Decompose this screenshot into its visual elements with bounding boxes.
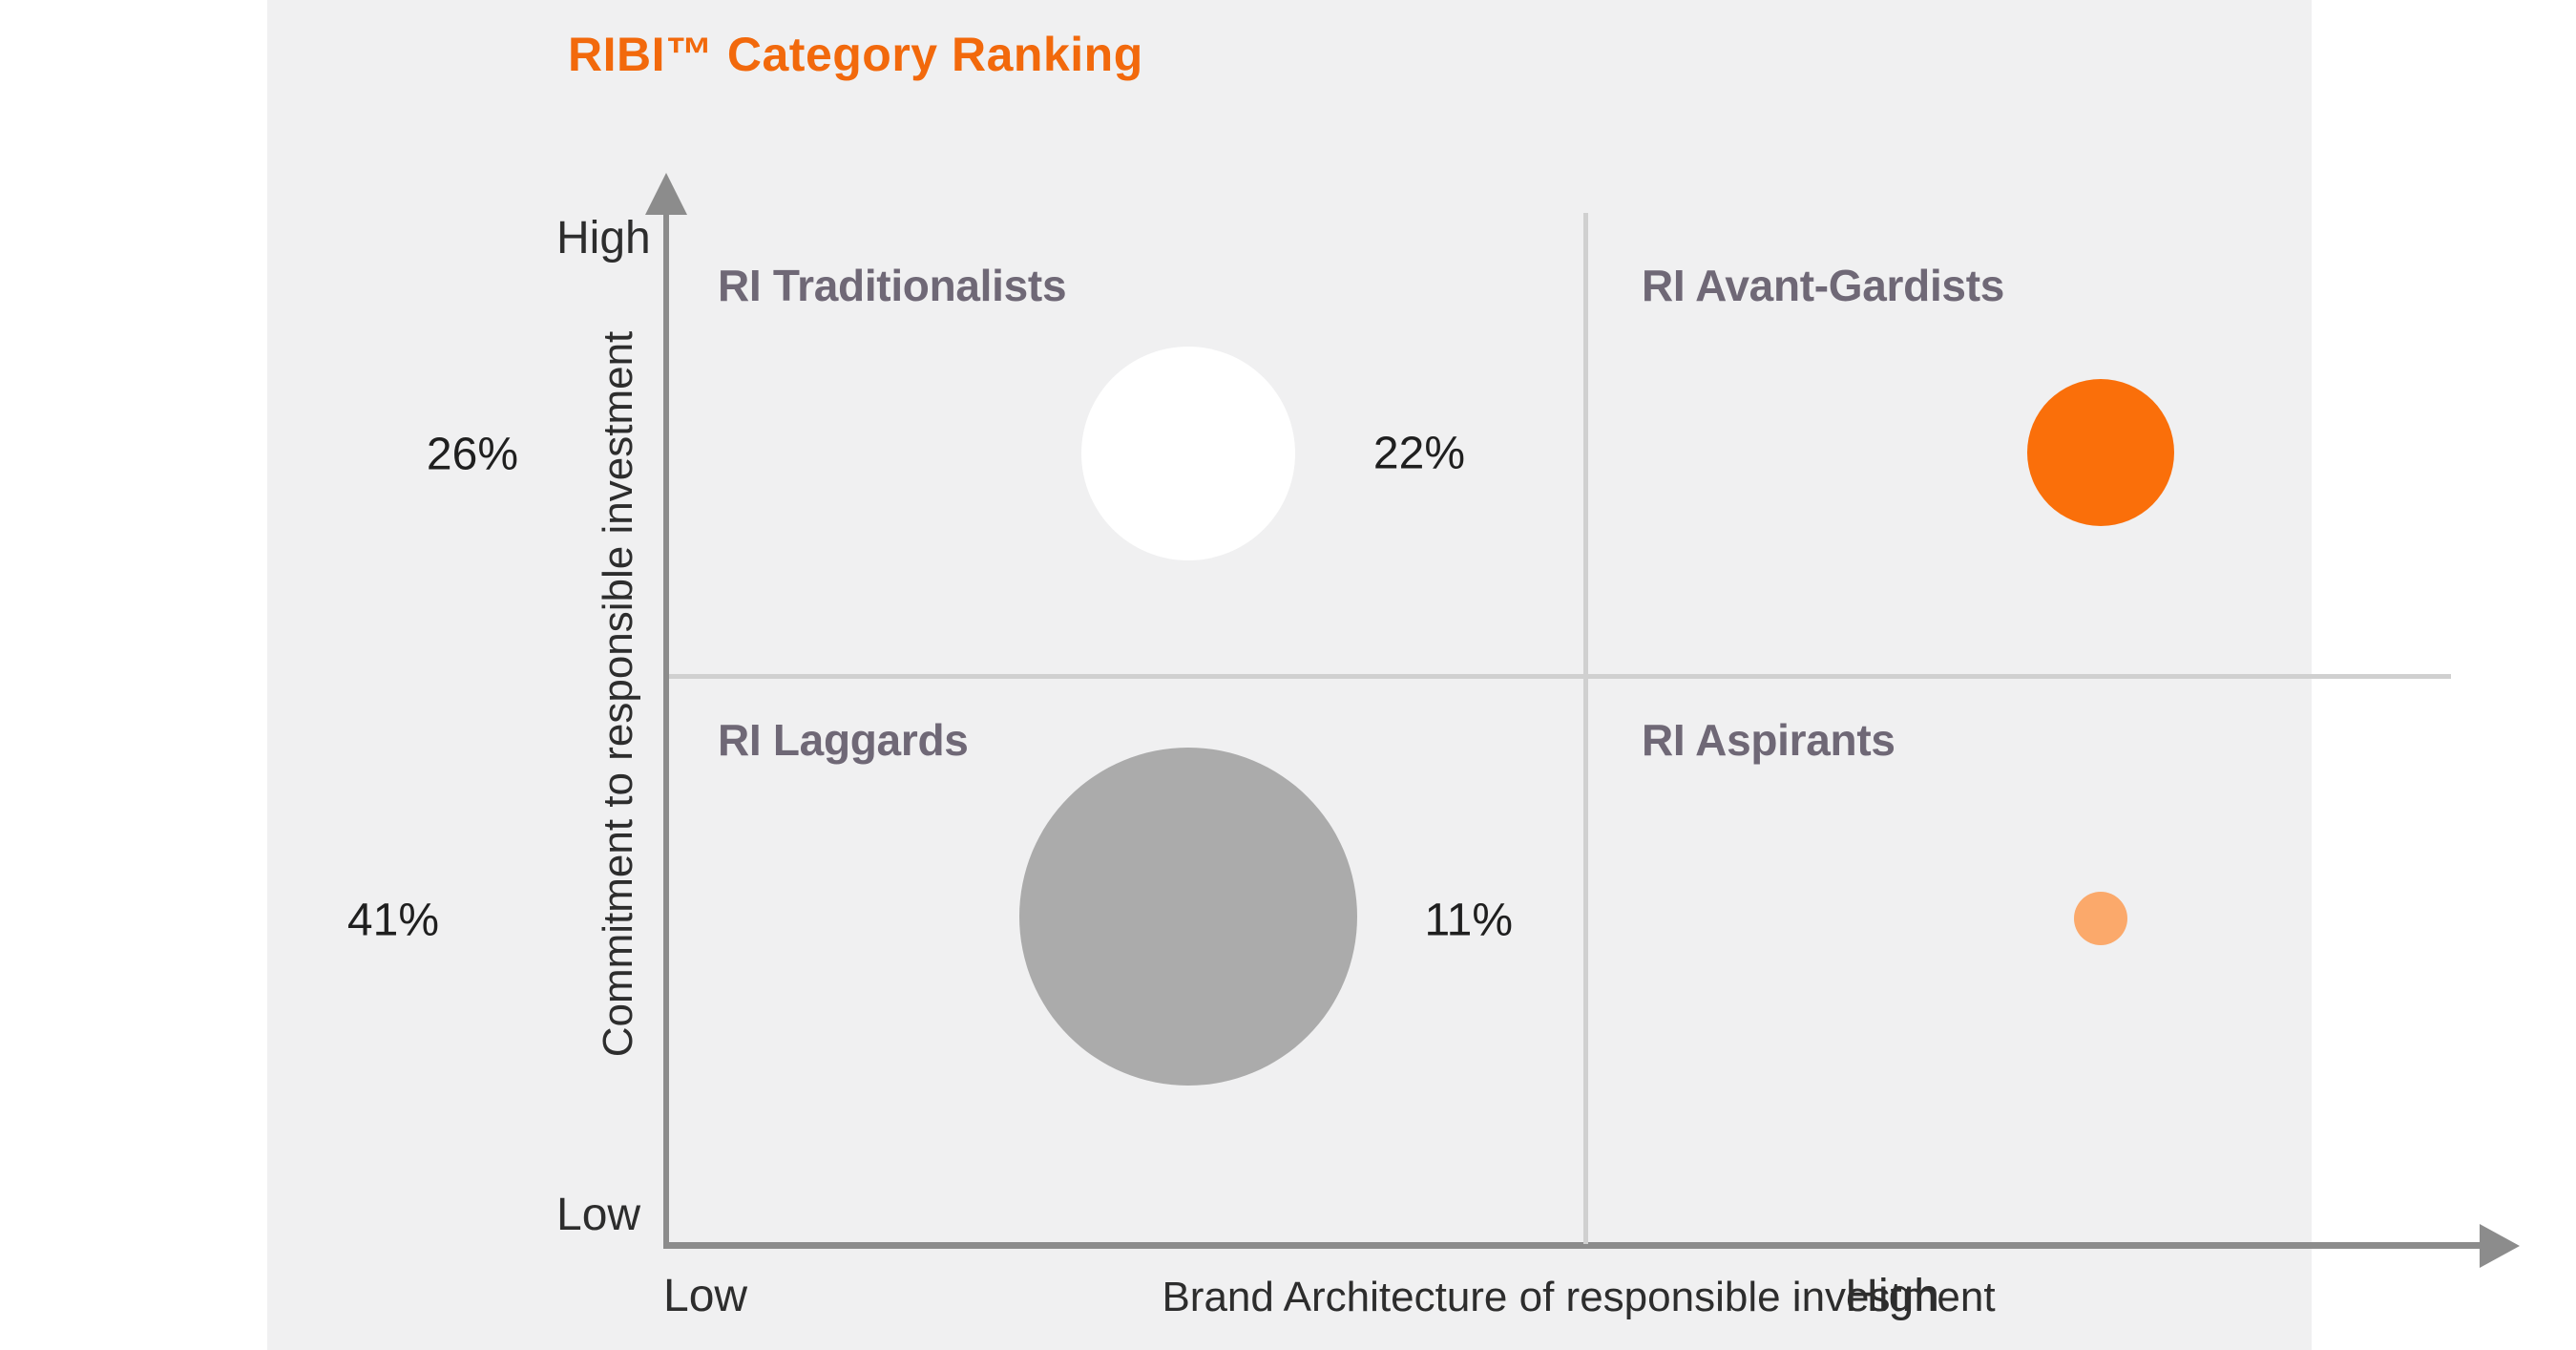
x-axis-line bbox=[663, 1242, 2482, 1249]
chart-title: RIBI™ Category Ranking bbox=[568, 28, 1143, 81]
x-axis-high-label: High bbox=[1845, 1271, 1939, 1321]
y-axis-low-label: Low bbox=[556, 1190, 641, 1240]
value-label-ri-avant-gardists: 22% bbox=[1372, 428, 1465, 479]
chart-panel: RIBI™ Category Ranking High Low Low High… bbox=[267, 0, 2520, 1350]
quadrant-label-ri-laggards: RI Laggards bbox=[718, 715, 969, 765]
quadrant-label-ri-avant-gardists: RI Avant-Gardists bbox=[1642, 261, 2005, 310]
bubble-ri-laggards bbox=[1019, 748, 1357, 1086]
quadrant-divider-vertical bbox=[1583, 213, 1588, 1244]
quadrant-label-ri-aspirants: RI Aspirants bbox=[1642, 715, 1895, 765]
bubble-ri-avant-gardists bbox=[2027, 379, 2174, 526]
y-axis-arrow-up-icon bbox=[645, 173, 687, 215]
y-axis-title: Commitment to responsible investment bbox=[595, 330, 641, 1058]
bubble-ri-aspirants bbox=[2074, 892, 2127, 945]
y-axis-high-label: High bbox=[556, 213, 651, 264]
y-axis-line bbox=[663, 210, 669, 1247]
x-axis-title: Brand Architecture of responsible invest… bbox=[1162, 1274, 1996, 1320]
x-axis-low-label: Low bbox=[663, 1271, 748, 1321]
value-label-ri-laggards: 41% bbox=[346, 895, 439, 946]
bubble-ri-traditionalists bbox=[1081, 347, 1295, 560]
quadrant-divider-horizontal bbox=[669, 674, 2451, 679]
quadrant-label-ri-traditionalists: RI Traditionalists bbox=[718, 261, 1067, 310]
value-label-ri-aspirants: 11% bbox=[1424, 895, 1513, 946]
value-label-ri-traditionalists: 26% bbox=[426, 429, 518, 480]
x-axis-arrow-right-icon bbox=[2480, 1224, 2520, 1268]
